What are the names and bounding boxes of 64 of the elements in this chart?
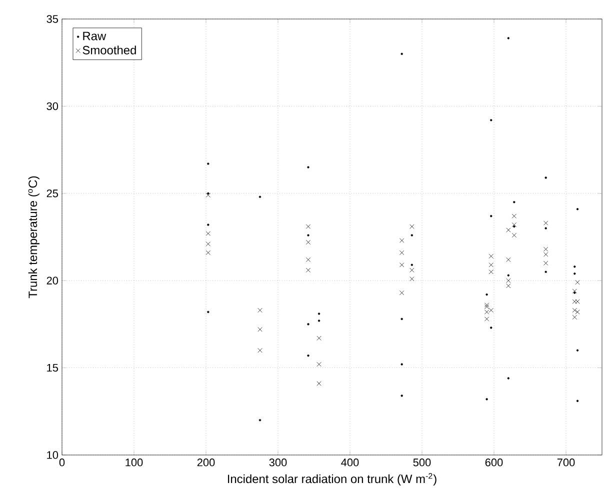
x-tick-label: 300 [269, 458, 287, 466]
y-tick-label: 25 [46, 190, 58, 198]
x-tick-label: 200 [197, 458, 215, 466]
x-tick-label: 0 [59, 458, 65, 466]
y-tick-label: 20 [46, 276, 58, 284]
point [512, 232, 516, 238]
point [512, 222, 516, 228]
point [484, 310, 490, 314]
x-tick-label: 700 [557, 458, 575, 466]
point [506, 278, 511, 283]
point [484, 316, 490, 322]
point [488, 254, 494, 258]
y-axis-title: Trunk temperature ($^{o}$C) [28, 176, 40, 298]
point [316, 362, 322, 367]
point [258, 308, 262, 313]
point [258, 348, 262, 353]
point [316, 381, 322, 386]
point [484, 302, 490, 308]
point [400, 290, 404, 296]
x-tick-label: 600 [485, 458, 503, 466]
point [488, 270, 494, 274]
point [488, 262, 494, 268]
point [306, 268, 311, 272]
point [410, 268, 414, 272]
legend-label: Smoothed [82, 46, 136, 54]
legend-label: Raw [83, 32, 106, 40]
x-tick-label: 100 [126, 458, 143, 466]
point [400, 250, 404, 256]
y-tick-label: 10 [47, 451, 58, 459]
x-tick-label: 500 [413, 458, 431, 466]
point [506, 257, 511, 262]
point [306, 240, 311, 245]
y-tick-label: 15 [47, 364, 58, 372]
point [206, 250, 210, 256]
point [306, 224, 311, 229]
point [544, 252, 548, 257]
point [572, 314, 577, 320]
x-tick-label: 400 [341, 458, 359, 466]
x-axis-title: Incident solar radiation on trunk (W m$^{-2}$) [228, 473, 436, 486]
point [575, 310, 580, 314]
point [306, 257, 311, 262]
point [206, 231, 210, 236]
point [506, 284, 511, 288]
point [410, 276, 414, 282]
point [544, 220, 548, 226]
point [575, 299, 580, 304]
point [506, 228, 511, 232]
point [575, 280, 580, 285]
y-tick-label: 30 [46, 102, 58, 110]
y-tick-label: 35 [46, 15, 58, 23]
point [484, 304, 490, 310]
point [512, 214, 516, 218]
point [572, 308, 577, 313]
point [206, 192, 210, 198]
point [400, 238, 404, 243]
point [258, 327, 262, 332]
point [544, 246, 548, 252]
point [572, 299, 577, 304]
point [316, 336, 322, 340]
point [572, 288, 577, 294]
point [410, 224, 414, 229]
point [400, 262, 404, 268]
point [544, 260, 548, 266]
point [206, 242, 210, 246]
